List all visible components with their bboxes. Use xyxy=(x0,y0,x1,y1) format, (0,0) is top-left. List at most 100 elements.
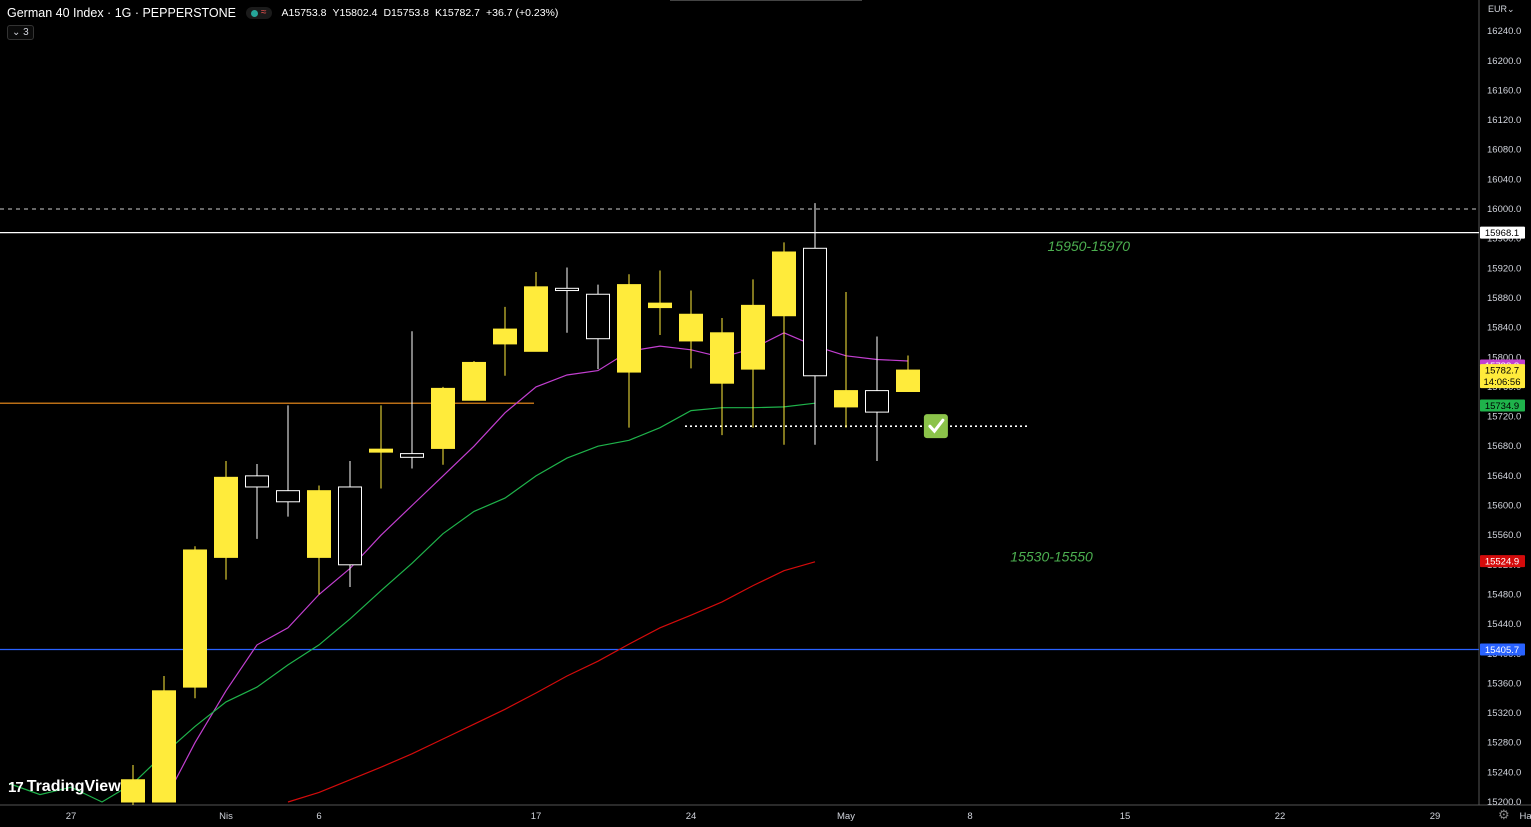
candle-body xyxy=(741,304,765,370)
price-axis-tick-label: 15440.0 xyxy=(1487,619,1521,630)
candle[interactable] xyxy=(493,306,517,376)
candle-body xyxy=(524,286,548,352)
price-axis-tick-label: 15720.0 xyxy=(1487,412,1521,423)
candle[interactable] xyxy=(369,405,393,489)
candle-body xyxy=(896,369,920,392)
level-price-label: 15968.1 xyxy=(1485,228,1519,239)
time-axis-tick-label: Nis xyxy=(219,811,233,822)
top-drag-handle[interactable] xyxy=(670,0,862,1)
candle-body xyxy=(772,251,796,317)
level-price-label: 15405.7 xyxy=(1485,645,1519,656)
candle-body xyxy=(369,448,393,453)
candle[interactable] xyxy=(803,203,827,445)
candle[interactable] xyxy=(524,272,548,352)
close-value: K15782.7 xyxy=(435,7,480,19)
candle[interactable] xyxy=(462,360,486,401)
candle-body xyxy=(648,302,672,309)
time-axis-tick-label: 22 xyxy=(1275,811,1286,822)
candle-body xyxy=(462,361,486,401)
candle[interactable] xyxy=(896,355,920,392)
candle[interactable] xyxy=(617,274,641,428)
price-axis-tick-label: 16040.0 xyxy=(1487,174,1521,185)
candle[interactable] xyxy=(121,764,145,827)
price-axis-tick-label: 15480.0 xyxy=(1487,589,1521,600)
candle[interactable] xyxy=(710,317,734,436)
price-axis-tick-label: 15640.0 xyxy=(1487,471,1521,482)
price-axis-tick-label: 15320.0 xyxy=(1487,708,1521,719)
price-axis-label: 15782.7 xyxy=(1485,366,1519,377)
tradingview-logo-icon: 17 xyxy=(8,778,24,796)
time-axis-tick-label: May xyxy=(837,811,855,822)
candle-body xyxy=(710,332,734,384)
price-axis-label-bg[interactable] xyxy=(1480,364,1525,389)
price-axis-tick-label: 15840.0 xyxy=(1487,323,1521,334)
low-value: D15753.8 xyxy=(383,7,430,19)
price-zone-annotation[interactable]: 15530-15550 xyxy=(1010,549,1093,565)
candle-body xyxy=(586,293,610,340)
price-axis-tick-label: 15280.0 xyxy=(1487,738,1521,749)
time-axis-tick-label: 27 xyxy=(66,811,77,822)
checkmark-icon[interactable] xyxy=(923,414,948,439)
indicator-count: 3 xyxy=(23,27,29,38)
candle-body xyxy=(121,779,145,803)
checkmark-stroke xyxy=(928,418,945,434)
candle[interactable] xyxy=(338,461,362,588)
candle-body xyxy=(400,453,424,458)
candle[interactable] xyxy=(214,461,238,580)
price-axis-tick-label: 15800.0 xyxy=(1487,352,1521,363)
candle[interactable] xyxy=(276,405,300,517)
ema-line[interactable] xyxy=(8,402,816,803)
currency-label: EUR xyxy=(1488,4,1508,14)
level-price-label-bg[interactable] xyxy=(1480,643,1525,656)
candle[interactable] xyxy=(648,270,672,336)
price-axis-tick-label: 16200.0 xyxy=(1487,56,1521,67)
price-axis-label-bg[interactable] xyxy=(1480,399,1525,412)
indicators-collapse-button[interactable]: ⌄ 3 xyxy=(7,25,34,40)
candle[interactable] xyxy=(400,331,424,469)
candle[interactable] xyxy=(183,546,207,699)
dot-icon xyxy=(251,9,259,17)
price-axis-tick-label: 15560.0 xyxy=(1487,530,1521,541)
price-axis-label-bg[interactable] xyxy=(1480,555,1525,568)
candle-body xyxy=(617,284,641,373)
candle-body xyxy=(865,390,889,413)
time-axis-tick-label: 29 xyxy=(1430,811,1441,822)
candle[interactable] xyxy=(431,386,455,465)
candle[interactable] xyxy=(586,284,610,370)
chart-header: German 40 Index · 1G · PEPPERSTONE ≈ A15… xyxy=(7,5,558,21)
market-status[interactable]: ≈ xyxy=(246,7,272,19)
candle-body xyxy=(245,475,269,488)
candle[interactable] xyxy=(834,292,858,428)
price-axis-label-countdown: 14:06:56 xyxy=(1484,377,1521,388)
candle[interactable] xyxy=(741,279,765,428)
gear-icon[interactable]: ⚙ xyxy=(1498,807,1510,822)
candle-body xyxy=(803,247,827,377)
price-zone-annotation[interactable]: 15950-15970 xyxy=(1048,238,1131,254)
price-axis-tick-label: 15960.0 xyxy=(1487,234,1521,245)
logo-text: TradingView xyxy=(26,778,121,795)
currency-selector[interactable]: EUR⌄ xyxy=(1488,4,1515,15)
ohlc-values: A15753.8 Y15802.4 D15753.8 K15782.7 +36.… xyxy=(282,7,559,19)
candle[interactable] xyxy=(245,463,269,539)
candle-body xyxy=(338,486,362,566)
wave-icon: ≈ xyxy=(261,7,267,18)
candle[interactable] xyxy=(555,267,579,333)
candle[interactable] xyxy=(679,290,703,369)
candle[interactable] xyxy=(772,242,796,445)
price-axis-tick-label: 16240.0 xyxy=(1487,26,1521,37)
tradingview-logo[interactable]: 17 TradingView xyxy=(8,778,121,796)
symbol-title[interactable]: German 40 Index · 1G · PEPPERSTONE xyxy=(7,6,237,20)
candle-body xyxy=(493,328,517,345)
candle-body xyxy=(431,387,455,449)
time-axis-tick-label: Haz xyxy=(1520,811,1531,822)
level-price-label-bg[interactable] xyxy=(1480,226,1525,239)
price-axis-label: 15524.9 xyxy=(1485,557,1519,568)
chevron-down-icon: ⌄ xyxy=(1507,4,1515,14)
candle[interactable] xyxy=(152,675,176,803)
ema-line[interactable] xyxy=(287,561,816,803)
candle[interactable] xyxy=(307,485,331,595)
candle[interactable] xyxy=(865,336,889,462)
price-axis-tick-label: 15880.0 xyxy=(1487,293,1521,304)
